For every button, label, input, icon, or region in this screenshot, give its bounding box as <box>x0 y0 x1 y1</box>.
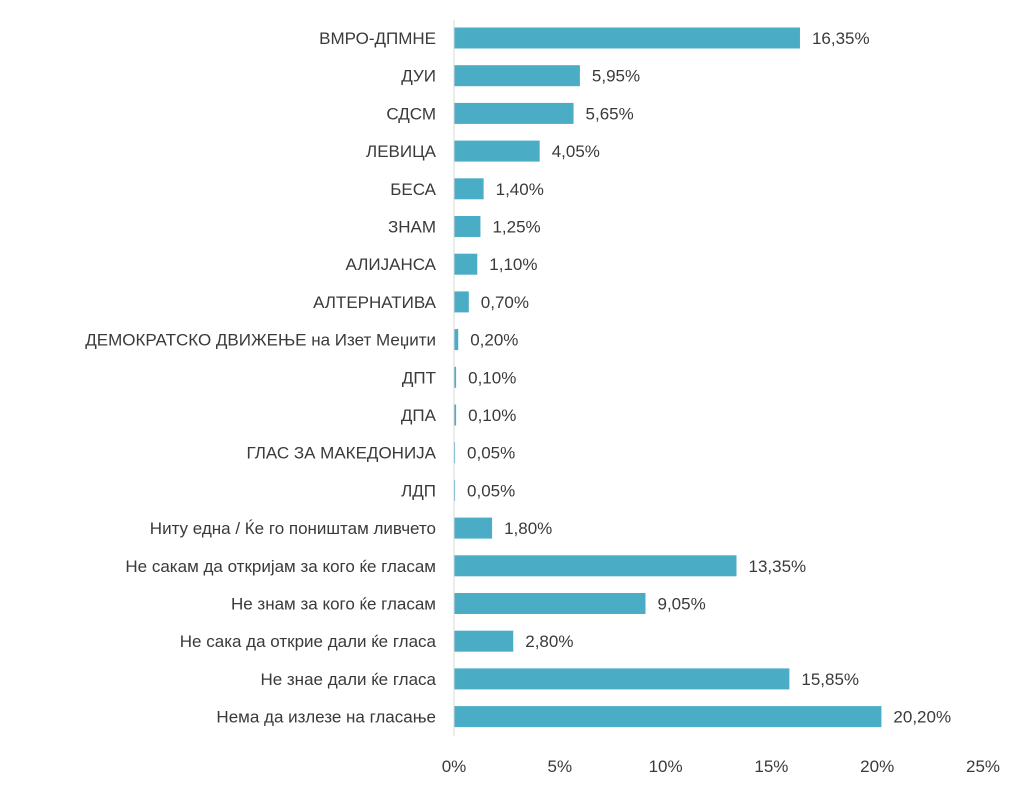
bar <box>454 706 882 728</box>
data-label: 0,10% <box>468 368 516 387</box>
category-label: ДУИ <box>401 67 436 86</box>
category-label: ЛЕВИЦА <box>366 142 437 161</box>
category-label: ВМРО-ДПМНЕ <box>319 29 436 48</box>
bar <box>454 329 459 351</box>
category-label: БЕСА <box>390 180 436 199</box>
category-label: АЛТЕРНАТИВА <box>313 293 437 312</box>
bar <box>454 593 646 614</box>
x-tick-label: 25% <box>966 757 1000 776</box>
bar <box>454 668 790 690</box>
category-label: ДЕМОКРАТСКО ДВИЖЕЊЕ на Изет Меџити <box>85 331 436 350</box>
category-labels: ВМРО-ДПМНЕ ДУИ СДСМ ЛЕВИЦА БЕСА ЗНАМ АЛИЈАНСА А… <box>85 29 436 727</box>
bar <box>454 102 574 124</box>
category-label: Не сака да открие дали ќе гласа <box>180 632 437 651</box>
data-label: 13,35% <box>748 557 806 576</box>
bar <box>454 404 457 426</box>
data-label: 0,70% <box>481 293 529 312</box>
data-label: 15,85% <box>801 670 859 689</box>
bar <box>454 479 456 501</box>
category-label: ДПА <box>401 406 437 425</box>
bar <box>454 630 514 652</box>
value-labels: 16,35% 5,95% 5,65% 4,05% 1,40% 1,25% 1,10% 0,70… <box>467 29 951 727</box>
category-label: Нема да излезе на гласање <box>216 708 436 727</box>
category-label: ГЛАС ЗА МАКЕДОНИЈА <box>246 444 436 463</box>
data-label: 0,05% <box>467 444 515 463</box>
category-label: Не знае дали ќе гласа <box>260 670 436 689</box>
bar <box>454 27 800 49</box>
data-label: 20,20% <box>893 708 951 727</box>
x-tick-label: 5% <box>548 757 573 776</box>
data-label: 9,05% <box>657 595 705 614</box>
data-label: 1,80% <box>504 519 552 538</box>
category-label: Ниту една / Ќе го поништам ливчето <box>150 519 436 538</box>
data-label: 1,25% <box>492 218 540 237</box>
bar <box>454 442 456 464</box>
data-label: 1,10% <box>489 255 537 274</box>
data-label: 2,80% <box>525 632 573 651</box>
bar <box>454 140 540 162</box>
x-tick-label: 0% <box>442 757 467 776</box>
data-label: 4,05% <box>552 142 600 161</box>
data-label: 1,40% <box>496 180 544 199</box>
bar <box>454 178 484 200</box>
bar <box>454 253 478 275</box>
bar <box>454 216 481 237</box>
bar <box>454 65 580 87</box>
bar <box>454 517 493 539</box>
bar <box>454 555 737 577</box>
category-label: СДСМ <box>386 104 436 123</box>
bar <box>454 291 469 313</box>
category-label: ЗНАМ <box>388 218 436 237</box>
x-axis-ticks: 0% 5% 10% 15% 20% 25% <box>442 757 1000 776</box>
data-label: 0,20% <box>470 331 518 350</box>
bar <box>454 366 457 388</box>
data-label: 5,95% <box>592 67 640 86</box>
data-label: 0,05% <box>467 481 515 500</box>
category-label: Не знам за кого ќе гласам <box>231 595 436 614</box>
category-label: АЛИЈАНСА <box>346 255 437 274</box>
bars-layer <box>454 27 882 728</box>
data-label: 0,10% <box>468 406 516 425</box>
category-label: ЛДП <box>401 481 436 500</box>
x-tick-label: 20% <box>860 757 894 776</box>
data-label: 16,35% <box>812 29 870 48</box>
category-label: ДПТ <box>402 368 436 387</box>
data-label: 5,65% <box>586 104 634 123</box>
category-label: Не сакам да откријам за кого ќе гласам <box>125 557 436 576</box>
x-tick-label: 10% <box>649 757 683 776</box>
x-tick-label: 15% <box>754 757 788 776</box>
